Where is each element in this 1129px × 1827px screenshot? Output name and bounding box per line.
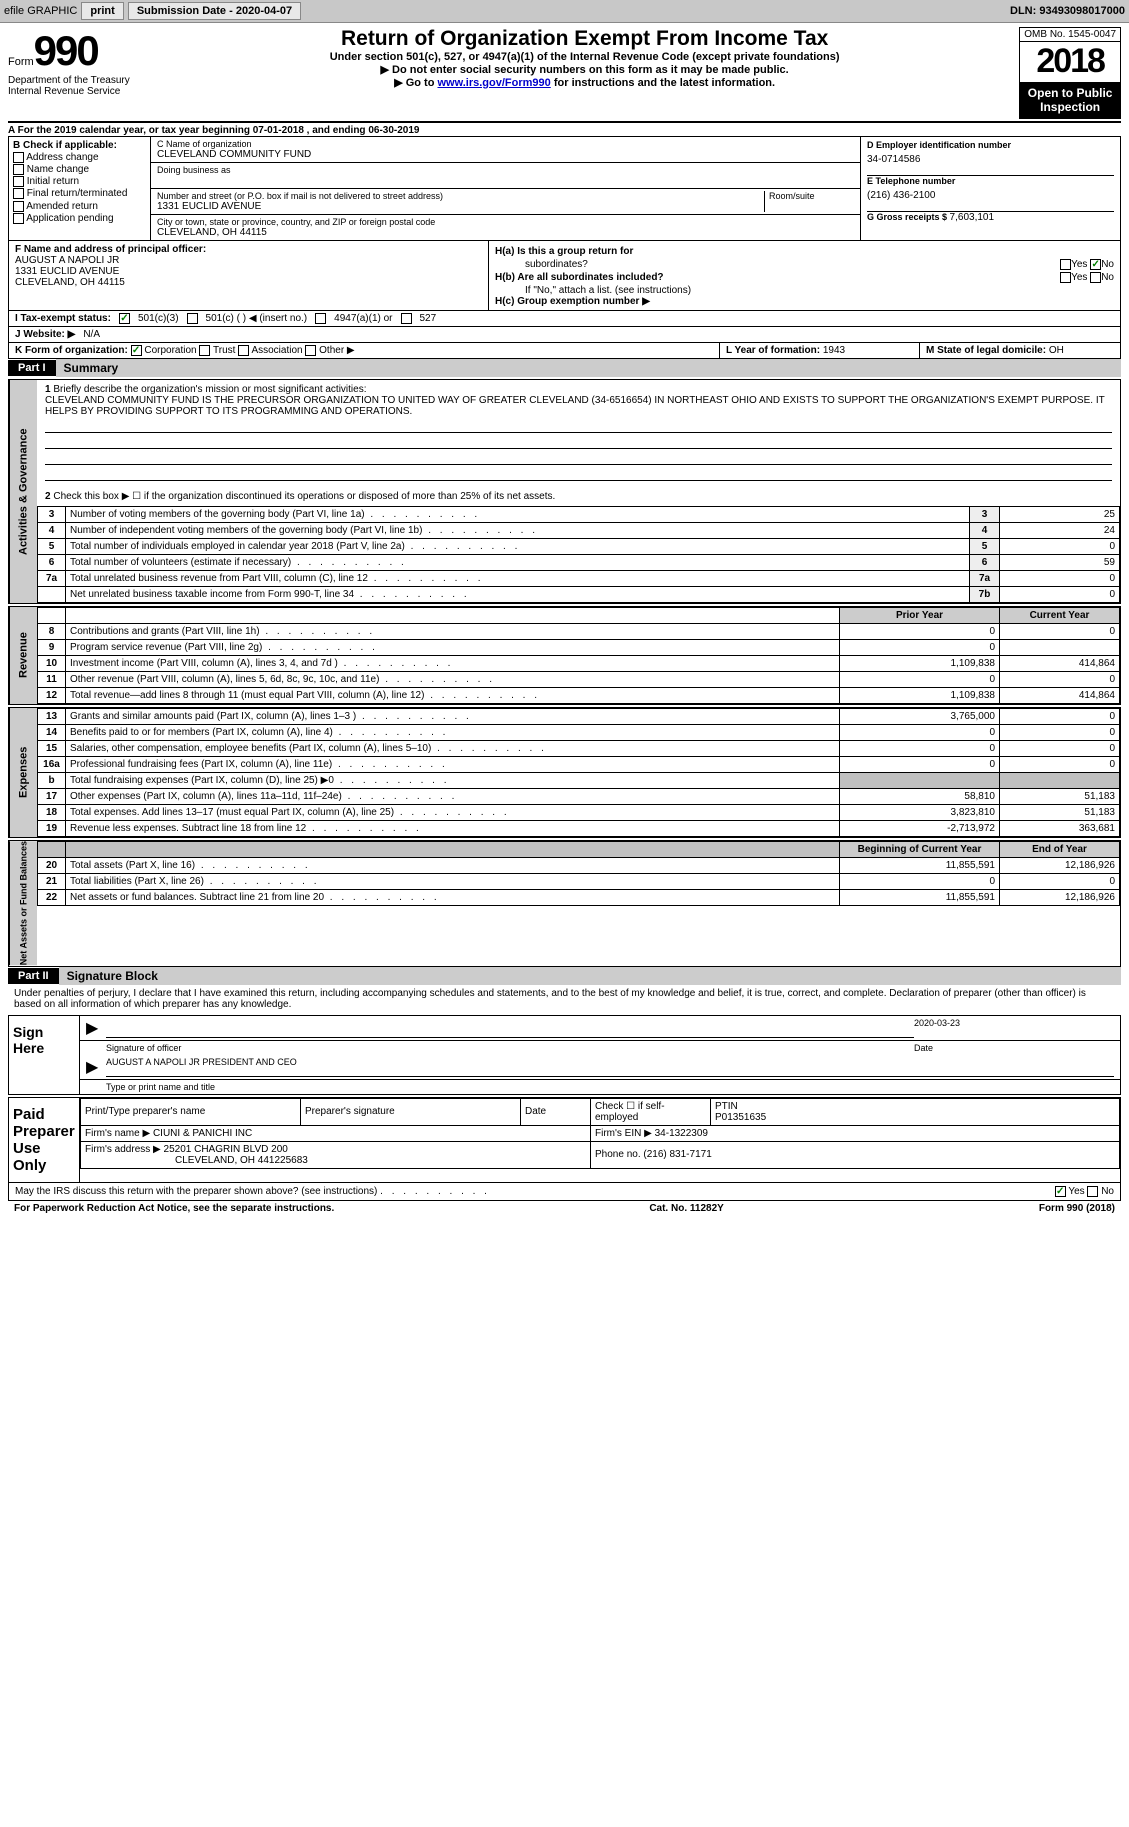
efile-label: efile GRAPHIC	[4, 5, 77, 17]
h-a-yes[interactable]	[1060, 259, 1071, 270]
form-title: Return of Organization Exempt From Incom…	[154, 27, 1015, 51]
form990-link[interactable]: www.irs.gov/Form990	[437, 77, 550, 89]
dln: DLN: 93493098017000	[1010, 5, 1125, 17]
toolbar: efile GRAPHIC print Submission Date - 20…	[0, 0, 1129, 23]
form-subtitle: Under section 501(c), 527, or 4947(a)(1)…	[154, 51, 1015, 63]
box-j: J Website: ▶ N/A	[8, 327, 1121, 343]
submission-date: Submission Date - 2020-04-07	[128, 2, 301, 20]
city-state-zip: CLEVELAND, OH 44115	[157, 227, 854, 238]
revenue-table: Prior YearCurrent Year8Contributions and…	[37, 607, 1120, 704]
officer-printed: AUGUST A NAPOLI JR PRESIDENT AND CEO	[106, 1057, 1114, 1077]
perjury-declaration: Under penalties of perjury, I declare th…	[8, 985, 1121, 1013]
firm-ein: 34-1322309	[655, 1128, 708, 1139]
preparer-table: Print/Type preparer's name Preparer's si…	[80, 1098, 1120, 1169]
tax-year: 2018	[1020, 42, 1120, 81]
netassets-table: Beginning of Current YearEnd of Year20To…	[37, 841, 1120, 906]
chk-initial-return[interactable]: Initial return	[13, 176, 146, 187]
website: N/A	[83, 329, 100, 340]
org-name: CLEVELAND COMMUNITY FUND	[157, 149, 854, 160]
chk-other[interactable]	[305, 345, 316, 356]
chk-assoc[interactable]	[238, 345, 249, 356]
form-footer: Form 990 (2018)	[1039, 1203, 1115, 1214]
paid-preparer-label: Paid Preparer Use Only	[9, 1098, 79, 1182]
omb-number: OMB No. 1545-0047	[1020, 28, 1120, 42]
gross-receipts: 7,603,101	[950, 212, 995, 223]
chk-4947[interactable]	[315, 313, 326, 324]
side-netassets: Net Assets or Fund Balances	[9, 841, 37, 965]
box-l: L Year of formation: 1943	[720, 343, 920, 358]
governance-table: 3Number of voting members of the governi…	[37, 506, 1120, 603]
box-m: M State of legal domicile: OH	[920, 343, 1120, 358]
side-expenses: Expenses	[9, 708, 37, 837]
box-d: D Employer identification number 34-0714…	[860, 137, 1120, 240]
sig-date: 2020-03-23	[914, 1018, 1114, 1038]
street-address: 1331 EUCLID AVENUE	[157, 201, 764, 212]
box-h: H(a) Is this a group return for subordin…	[489, 241, 1120, 310]
part2-header: Part II	[8, 968, 59, 984]
discuss-yes[interactable]	[1055, 1186, 1066, 1197]
part1-header: Part I	[8, 360, 56, 376]
discuss-no[interactable]	[1087, 1186, 1098, 1197]
goto-line: ▶ Go to www.irs.gov/Form990 for instruct…	[154, 76, 1015, 89]
chk-amended[interactable]: Amended return	[13, 201, 146, 212]
box-i: I Tax-exempt status: 501(c)(3) 501(c) ( …	[8, 311, 1121, 327]
side-revenue: Revenue	[9, 607, 37, 704]
cat-number: Cat. No. 11282Y	[649, 1203, 723, 1214]
sign-arrow-icon: ▶	[86, 1057, 106, 1077]
chk-corp[interactable]	[131, 345, 142, 356]
chk-501c3[interactable]	[119, 313, 130, 324]
box-f: F Name and address of principal officer:…	[9, 241, 489, 310]
h-a-no[interactable]	[1090, 259, 1101, 270]
box-b: B Check if applicable: Address change Na…	[9, 137, 151, 240]
chk-address-change[interactable]: Address change	[13, 152, 146, 163]
h-b-no[interactable]	[1090, 272, 1101, 283]
sign-arrow-icon: ▶	[86, 1018, 106, 1038]
chk-app-pending[interactable]: Application pending	[13, 213, 146, 224]
h-b-yes[interactable]	[1060, 272, 1071, 283]
part2-title: Signature Block	[59, 967, 1121, 985]
chk-527[interactable]	[401, 313, 412, 324]
side-activities: Activities & Governance	[9, 380, 37, 603]
dept-treasury: Department of the Treasury Internal Reve…	[8, 75, 150, 97]
chk-trust[interactable]	[199, 345, 210, 356]
mission-text: CLEVELAND COMMUNITY FUND IS THE PRECURSO…	[45, 395, 1105, 417]
pra-notice: For Paperwork Reduction Act Notice, see …	[14, 1203, 334, 1214]
expenses-table: 13Grants and similar amounts paid (Part …	[37, 708, 1120, 837]
firm-name: CIUNI & PANICHI INC	[153, 1128, 252, 1139]
part1-title: Summary	[56, 359, 1121, 377]
chk-501c[interactable]	[187, 313, 198, 324]
year-box: OMB No. 1545-0047 2018 Open to Public In…	[1019, 27, 1121, 119]
print-button[interactable]: print	[81, 2, 123, 20]
sign-here-label: Sign Here	[9, 1016, 79, 1094]
telephone: (216) 436-2100	[867, 186, 1114, 205]
line-a: A For the 2019 calendar year, or tax yea…	[8, 125, 1121, 136]
chk-final-return[interactable]: Final return/terminated	[13, 188, 146, 199]
officer-name: AUGUST A NAPOLI JR	[15, 255, 119, 266]
dba	[157, 175, 854, 186]
open-public-badge: Open to Public Inspection	[1020, 81, 1120, 118]
ptin: P01351635	[715, 1112, 766, 1123]
firm-address: 25201 CHAGRIN BLVD 200	[164, 1144, 288, 1155]
firm-phone: (216) 831-7171	[643, 1149, 711, 1160]
box-k: K Form of organization: Corporation Trus…	[9, 343, 720, 358]
box-c: C Name of organization CLEVELAND COMMUNI…	[151, 137, 860, 240]
form-number: Form 990	[8, 27, 150, 75]
ein: 34-0714586	[867, 150, 1114, 169]
chk-name-change[interactable]: Name change	[13, 164, 146, 175]
ssn-warning: ▶ Do not enter social security numbers o…	[154, 63, 1015, 76]
